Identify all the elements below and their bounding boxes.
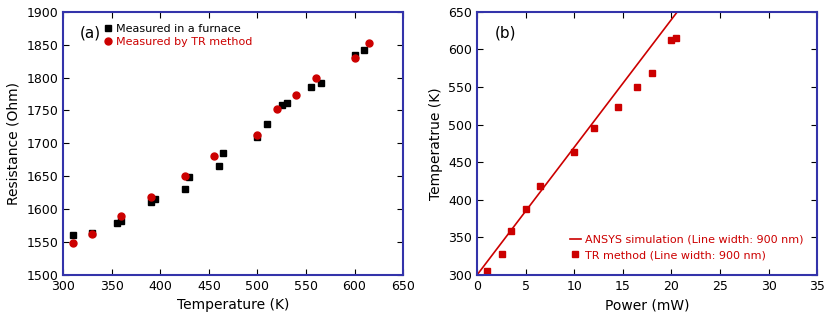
Line: TR method (Line width: 900 nm): TR method (Line width: 900 nm) (483, 35, 680, 274)
Measured by TR method (291, 93, 301, 97)
TR method (Line width: 900 nm): (1, 305): 900 nm): (1, 305) (482, 269, 492, 273)
Measured by TR method (364, 41, 374, 45)
Measured in a furnace (281, 101, 291, 105)
ANSYS simulation (Line width: 900 nm): (19.5, 631): 900 nm): (19.5, 631) (661, 24, 671, 28)
Measured by TR method (68, 241, 78, 245)
Y-axis label: Resistance (Ohm): Resistance (Ohm) (7, 82, 21, 205)
Text: (b): (b) (494, 25, 516, 40)
ANSYS simulation (Line width: 900 nm): (17, 589): 900 nm): (17, 589) (637, 56, 647, 60)
Text: (a): (a) (80, 25, 102, 40)
Measured in a furnace (111, 221, 121, 225)
Measured in a furnace (219, 151, 229, 155)
Line: ANSYS simulation (Line width: 900 nm): ANSYS simulation (Line width: 900 nm) (478, 0, 740, 275)
TR method (Line width: 900 nm): (20.5, 615): 900 nm): (20.5, 615) (671, 36, 681, 40)
Measured in a furnace (262, 122, 272, 125)
Measured by TR method (272, 107, 282, 111)
Measured in a furnace (151, 197, 161, 201)
Y-axis label: Temperatrue (K): Temperatrue (K) (428, 87, 443, 200)
TR method (Line width: 900 nm): (20, 612): 900 nm): (20, 612) (666, 39, 676, 42)
X-axis label: Temperature (K): Temperature (K) (177, 298, 290, 312)
Measured in a furnace (87, 231, 97, 235)
TR method (Line width: 900 nm): (14.5, 524): 900 nm): (14.5, 524) (613, 105, 623, 108)
TR method (Line width: 900 nm): (18, 568): 900 nm): (18, 568) (647, 71, 657, 75)
Legend: Measured in a furnace, Measured by TR method: Measured in a furnace, Measured by TR me… (103, 23, 254, 48)
Measured in a furnace (214, 164, 224, 168)
TR method (Line width: 900 nm): (5, 387): 900 nm): (5, 387) (521, 207, 531, 211)
Line: Measured in a furnace: Measured in a furnace (70, 47, 368, 238)
Measured by TR method (116, 214, 126, 218)
Measured by TR method (209, 154, 219, 158)
Measured in a furnace (306, 85, 316, 89)
Measured by TR method (349, 56, 359, 60)
Measured in a furnace (252, 135, 262, 139)
Measured in a furnace (116, 219, 126, 223)
ANSYS simulation (Line width: 900 nm): (19.6, 634): 900 nm): (19.6, 634) (663, 22, 673, 26)
Measured in a furnace (180, 187, 190, 191)
TR method (Line width: 900 nm): (10, 463): 900 nm): (10, 463) (569, 150, 579, 154)
Measured by TR method (146, 195, 156, 199)
Measured in a furnace (68, 233, 78, 237)
ANSYS simulation (Line width: 900 nm): (0, 300): 900 nm): (0, 300) (473, 273, 483, 277)
TR method (Line width: 900 nm): (2.5, 328): 900 nm): (2.5, 328) (497, 252, 507, 256)
Measured in a furnace (277, 103, 287, 107)
TR method (Line width: 900 nm): (3.5, 358): 900 nm): (3.5, 358) (507, 229, 517, 233)
Measured in a furnace (359, 48, 369, 52)
TR method (Line width: 900 nm): (6.5, 418): 900 nm): (6.5, 418) (536, 184, 546, 188)
TR method (Line width: 900 nm): (16.5, 550): 900 nm): (16.5, 550) (632, 85, 642, 89)
X-axis label: Power (mW): Power (mW) (605, 298, 690, 312)
Measured in a furnace (349, 53, 359, 56)
TR method (Line width: 900 nm): (12, 495): 900 nm): (12, 495) (589, 126, 599, 130)
Legend: ANSYS simulation (Line width: 900 nm), TR method (Line width: 900 nm): ANSYS simulation (Line width: 900 nm), T… (568, 234, 805, 261)
Measured by TR method (180, 174, 190, 178)
Measured in a furnace (146, 200, 156, 204)
Measured by TR method (252, 133, 262, 137)
Measured in a furnace (185, 175, 195, 179)
ANSYS simulation (Line width: 900 nm): (8.8, 450): 900 nm): (8.8, 450) (557, 160, 567, 164)
Measured by TR method (87, 232, 97, 236)
ANSYS simulation (Line width: 900 nm): (10.7, 482): 900 nm): (10.7, 482) (576, 136, 586, 140)
Measured in a furnace (315, 81, 325, 85)
Line: Measured by TR method: Measured by TR method (70, 40, 373, 247)
Measured by TR method (310, 76, 320, 79)
ANSYS simulation (Line width: 900 nm): (3.25, 355): 900 nm): (3.25, 355) (504, 231, 514, 235)
